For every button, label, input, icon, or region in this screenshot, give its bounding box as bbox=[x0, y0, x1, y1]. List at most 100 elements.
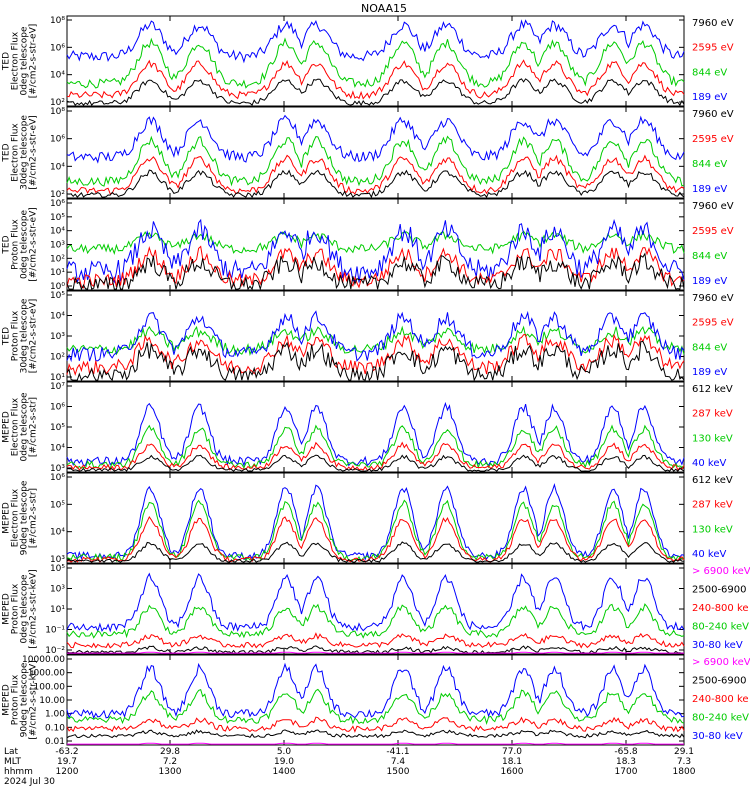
x-axis-row-label: Lat bbox=[4, 747, 19, 757]
chart-title: NOAA15 bbox=[361, 2, 407, 15]
legend-entry: 240-800 ke bbox=[692, 694, 749, 705]
x-axis-labels: Lat -63.2 29.8 5.0 -41.1 77.0 -65.8 29.1 MLT 19.7… bbox=[4, 747, 696, 787]
series-blue bbox=[66, 218, 685, 284]
y-axis-label-line: [#/cm2-s-str-keV] bbox=[29, 569, 39, 648]
x-tick-label: 1400 bbox=[273, 767, 296, 777]
panel-3: 10⁰ 10¹ 10² 10³ 10⁴ 10⁵ 10⁶ TED Proton Flux 0deg … bbox=[2, 198, 734, 292]
y-axis-label-line: [#/cm2-s-str-keV] bbox=[29, 660, 39, 739]
legend-entry: 130 keV bbox=[692, 524, 733, 535]
y-axis-label-line: TED bbox=[2, 52, 12, 71]
series-black bbox=[66, 645, 684, 654]
y-axis-label-line: 30deg telescope bbox=[20, 298, 30, 373]
x-tick-label: 5.0 bbox=[277, 747, 292, 757]
y-tick-label: 10⁶ bbox=[50, 199, 65, 209]
series-black bbox=[66, 541, 685, 563]
series-black bbox=[66, 340, 685, 382]
legend-entry: 189 eV bbox=[692, 184, 727, 195]
series-magenta bbox=[67, 651, 684, 654]
series-black bbox=[66, 252, 685, 291]
series-red bbox=[66, 441, 685, 471]
y-axis-label-line: MEPED bbox=[2, 593, 12, 625]
legend-entry: 2500-6900 bbox=[692, 676, 747, 687]
panel-1: 10² 10⁴ 10⁶ 10⁸ TED Electron Flux 0deg telesco… bbox=[2, 15, 734, 108]
y-axis-label-line: Electron Flux bbox=[11, 488, 21, 547]
y-tick-label: 10⁷ bbox=[50, 382, 65, 392]
y-tick-label: 10² bbox=[50, 353, 65, 363]
y-axis-label-line: 0deg telescope bbox=[20, 574, 30, 644]
y-axis-label-line: Electron Flux bbox=[11, 31, 21, 90]
panel-8: 0.01 0.10 1.00 10.00 100.00 1000.00 10000.00 ME… bbox=[2, 654, 750, 747]
legend-entry: 7960 eV bbox=[692, 201, 734, 212]
legend-entry: 189 eV bbox=[692, 92, 727, 103]
x-tick-label: 77.0 bbox=[502, 747, 522, 757]
legend-entry: 40 keV bbox=[692, 549, 726, 560]
y-tick-label: 10² bbox=[50, 190, 65, 200]
panel-frame bbox=[66, 563, 685, 655]
series-green bbox=[66, 424, 685, 470]
y-tick-label: 10⁴ bbox=[50, 444, 65, 454]
series-red bbox=[66, 154, 685, 195]
legend-entry: 189 eV bbox=[692, 367, 727, 378]
panel-frame bbox=[66, 472, 685, 564]
y-axis-label-line: [#/cm2-s-str-eV] bbox=[29, 115, 39, 190]
x-tick-label: 7.4 bbox=[391, 757, 406, 767]
series-black bbox=[66, 169, 685, 199]
y-tick-label: 10⁰ bbox=[50, 282, 65, 292]
x-tick-label: 18.1 bbox=[502, 757, 522, 767]
panel-frame bbox=[66, 381, 685, 473]
legend-entry: 130 keV bbox=[692, 433, 733, 444]
legend-entry: 2595 eV bbox=[692, 318, 734, 329]
y-tick-label: 10⁴ bbox=[50, 528, 65, 538]
legend-entry: 2595 eV bbox=[692, 226, 734, 237]
legend-entry: 7960 eV bbox=[692, 109, 734, 120]
x-tick-label: 29.1 bbox=[674, 747, 694, 757]
series-blue bbox=[66, 483, 685, 561]
x-tick-label: 1600 bbox=[501, 767, 524, 777]
y-tick-label: 10³ bbox=[50, 555, 65, 565]
legend-entry: 40 keV bbox=[692, 458, 726, 469]
panel-2: 10² 10⁴ 10⁶ 10⁸ TED Electron Flux 30deg telesc… bbox=[2, 106, 734, 200]
y-tick-label: 0.10 bbox=[45, 723, 65, 733]
x-tick-label: 7.2 bbox=[163, 757, 177, 767]
legend-entry: 2595 eV bbox=[692, 43, 734, 54]
y-axis-label-line: [#/cm2-s-str-eV] bbox=[29, 24, 39, 99]
x-tick-label: 1300 bbox=[159, 767, 182, 777]
legend-entry: 80-240 keV bbox=[692, 622, 749, 633]
y-tick-label: 0.01 bbox=[45, 737, 65, 747]
x-axis-row-label: MLT bbox=[4, 757, 22, 767]
y-axis-label-line: TED bbox=[2, 143, 12, 162]
legend-entry: 844 eV bbox=[692, 159, 727, 170]
legend-entry: > 6900 keV bbox=[692, 566, 750, 577]
series-red bbox=[66, 516, 685, 563]
y-tick-label: 10⁻¹ bbox=[45, 626, 65, 636]
series-blue bbox=[66, 401, 685, 467]
y-axis-label-line: TED bbox=[2, 327, 12, 346]
legend-entry: 844 eV bbox=[692, 251, 727, 262]
y-tick-label: 10¹ bbox=[50, 373, 65, 383]
x-tick-label: 19.7 bbox=[57, 757, 77, 767]
series-magenta bbox=[67, 742, 684, 745]
legend-entry: 844 eV bbox=[692, 67, 727, 78]
y-tick-label: 10² bbox=[50, 254, 65, 264]
y-axis-label-line: [#/cm2-s-str-eV] bbox=[29, 299, 39, 374]
x-tick-label: 19.0 bbox=[274, 757, 294, 767]
series-red bbox=[66, 59, 685, 100]
series-red bbox=[66, 245, 685, 289]
x-tick-label: 1200 bbox=[56, 767, 79, 777]
panel-5: 10³ 10⁴ 10⁵ 10⁶ 10⁷ MEPED Electron Flux 0deg te… bbox=[2, 381, 733, 474]
series-green bbox=[66, 229, 685, 256]
y-tick-label: 10⁴ bbox=[50, 312, 65, 322]
legend-entry: 2500-6900 bbox=[692, 585, 747, 596]
y-axis-label-line: Proton Flux bbox=[11, 583, 21, 634]
legend-entry: 30-80 keV bbox=[692, 731, 743, 742]
series-green bbox=[66, 37, 685, 89]
y-tick-label: 10¹ bbox=[50, 605, 65, 615]
y-axis-label-line: 90deg telescope bbox=[20, 662, 30, 737]
y-axis-label-line: 0deg telescope bbox=[20, 26, 30, 96]
panel-7: 10⁻² 10⁻¹ 10¹ 10³ 10⁵ MEPED Proton Flux 0deg te… bbox=[2, 563, 750, 656]
y-tick-label: 10⁶ bbox=[50, 403, 65, 413]
panel-frame bbox=[66, 654, 685, 746]
y-tick-label: 10000.00 bbox=[22, 655, 65, 665]
y-tick-label: 10⁴ bbox=[50, 71, 65, 81]
